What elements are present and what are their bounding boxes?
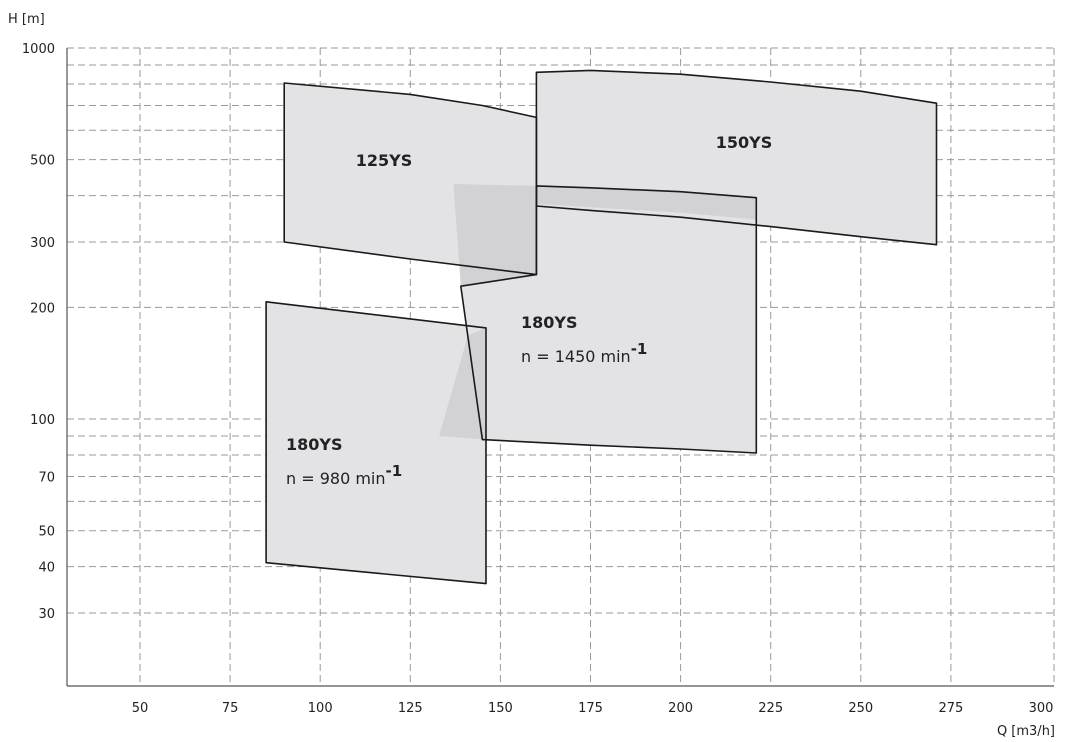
- region-outline-180YS-1450: [459, 185, 758, 454]
- x-tick-label: 100: [308, 701, 333, 716]
- tick-labels: 50 75 100 125 150 175 200 225 250 275 300 30 40 50 70 1…: [22, 42, 1054, 716]
- x-tick-label: 175: [578, 701, 603, 716]
- y-tick-label: 40: [38, 561, 55, 576]
- region-area-180YS-980: [266, 301, 486, 584]
- x-tick-label: 125: [398, 701, 423, 716]
- region-speed-180YS-980: n = 980 min-1: [286, 462, 402, 488]
- y-tick-label: 300: [30, 236, 55, 251]
- x-tick-label: 75: [222, 701, 239, 716]
- x-tick-label: 225: [758, 701, 783, 716]
- y-tick-label: 30: [38, 607, 55, 622]
- y-tick-label: 100: [30, 413, 55, 428]
- region-label-180YS-1450: 180YS: [521, 313, 578, 332]
- regions: [266, 70, 937, 584]
- x-tick-label: 275: [938, 701, 963, 716]
- y-tick-label: 1000: [22, 42, 55, 57]
- overlap-shading: [439, 184, 757, 440]
- x-tick-label: 250: [848, 701, 873, 716]
- y-tick-label: 70: [38, 470, 55, 485]
- overlap-area: [453, 184, 537, 287]
- x-tick-label: 50: [132, 701, 149, 716]
- region-label-125YS: 125YS: [356, 151, 413, 170]
- y-tick-label: 500: [30, 154, 55, 169]
- x-axis-title: Q [m3/h]: [997, 724, 1055, 739]
- x-tick-label: 200: [668, 701, 693, 716]
- y-axis-title: H [m]: [8, 12, 45, 27]
- region-speed-180YS-1450: n = 1450 min-1: [521, 340, 647, 366]
- y-tick-label: 50: [38, 525, 55, 540]
- region-area-180YS-1450: [460, 185, 757, 453]
- x-tick-label: 150: [488, 701, 513, 716]
- axes: [66, 48, 1054, 687]
- y-tick-label: 200: [30, 301, 55, 316]
- overlap-area: [439, 327, 486, 440]
- x-tick-label: 300: [1029, 701, 1054, 716]
- region-label-150YS: 150YS: [716, 133, 773, 152]
- region-label-180YS-980: 180YS: [286, 435, 343, 454]
- region-outline-180YS-980: [265, 300, 487, 585]
- region-outlines: [265, 69, 938, 585]
- region-labels: 150YS 125YS 180YS n = 1450 min-1 180YS n = 98…: [286, 133, 772, 488]
- overlap-area: [536, 185, 757, 220]
- region-outline-150YS: [535, 69, 938, 246]
